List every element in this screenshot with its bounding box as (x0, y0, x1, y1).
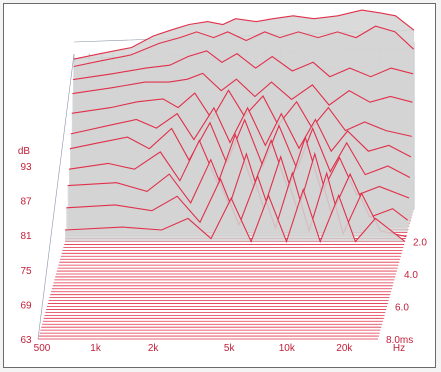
slice-area (66, 173, 407, 237)
slice-curve (73, 25, 414, 68)
y-tick-label: 87 (20, 197, 32, 208)
y-tick-label: 75 (20, 266, 32, 277)
slice-curve (73, 9, 415, 60)
y-tick-label: 81 (20, 231, 32, 242)
x-tick-label: 500 (34, 343, 51, 354)
slice-curve (71, 89, 412, 137)
x-axis-unit-label: Hz (393, 343, 405, 354)
z-tick-label: 8.0ms (386, 335, 413, 346)
x-tick-label: 10k (279, 343, 296, 354)
z-tick-label: 2.0 (413, 238, 427, 249)
x-tick-label: 1k (90, 343, 102, 354)
slice-curve (72, 72, 413, 106)
slice-curve (73, 50, 414, 81)
x-tick-label: 5k (224, 343, 236, 354)
waterfall-curves (64, 9, 415, 244)
y-axis-unit-label: dB (18, 146, 31, 157)
y-tick-label: 63 (20, 335, 32, 346)
chart-frame: dB 93 87 81 75 69 63 500 1k 2k 5k 10k 20k Hz 2.0 4.0 6.0… (3, 3, 436, 368)
x-tick-label: 20k (336, 343, 353, 354)
z-tick-label: 4.0 (404, 270, 418, 281)
grid-left-edge (37, 53, 75, 340)
slice-area (65, 189, 405, 242)
y-tick-label: 93 (20, 162, 32, 173)
y-tick-label: 69 (20, 300, 32, 311)
x-tick-label: 2k (148, 343, 160, 354)
slice-curve (69, 118, 411, 178)
z-tick-label: 6.0 (395, 303, 409, 314)
slice-curve (70, 106, 412, 158)
slice-curve (64, 187, 406, 244)
